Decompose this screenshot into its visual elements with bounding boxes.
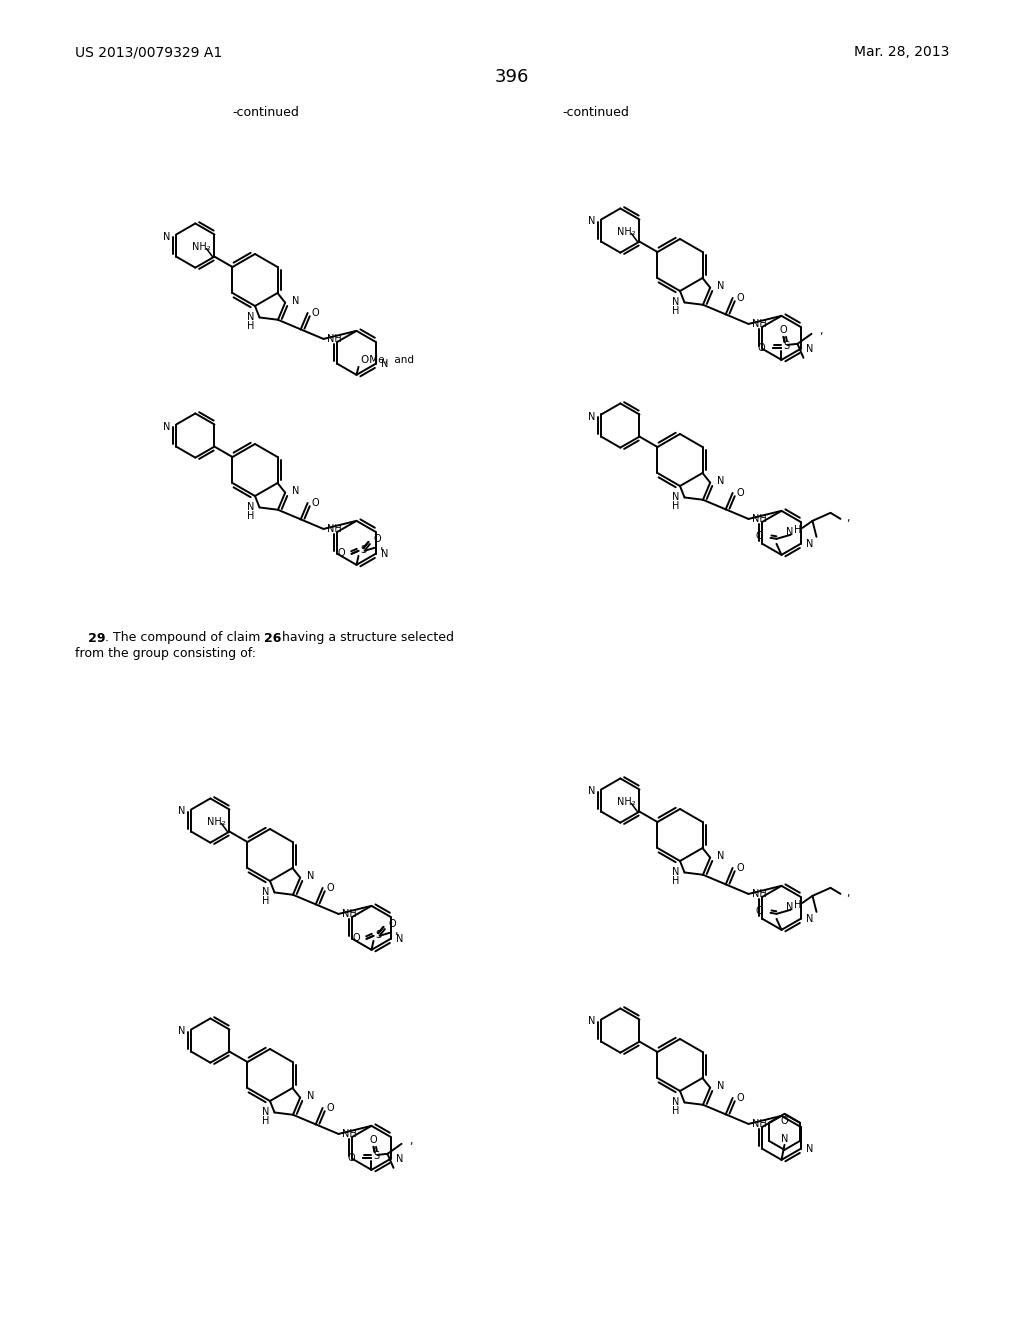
Text: O: O xyxy=(353,933,360,942)
Text: N: N xyxy=(178,807,185,817)
Text: NH₂: NH₂ xyxy=(207,817,225,826)
Text: N: N xyxy=(672,492,679,503)
Text: NH: NH xyxy=(753,513,767,524)
Text: ,: , xyxy=(380,541,383,550)
Text: N: N xyxy=(381,359,388,368)
Text: ,: , xyxy=(394,925,398,936)
Text: H: H xyxy=(262,896,269,907)
Text: ,: , xyxy=(819,326,823,335)
Text: N: N xyxy=(395,933,402,944)
Text: NH: NH xyxy=(753,319,767,329)
Text: -continued: -continued xyxy=(232,106,299,119)
Text: N: N xyxy=(588,412,595,421)
Text: US 2013/0079329 A1: US 2013/0079329 A1 xyxy=(75,45,222,59)
Text: N: N xyxy=(262,1107,269,1118)
Text: N: N xyxy=(717,475,725,486)
Text: from the group consisting of:: from the group consisting of: xyxy=(75,647,256,660)
Text: N: N xyxy=(806,913,813,924)
Text: N: N xyxy=(292,296,300,306)
Text: N: N xyxy=(588,216,595,227)
Text: N: N xyxy=(247,313,254,322)
Text: N: N xyxy=(307,1090,314,1101)
Text: ,: , xyxy=(847,513,850,523)
Text: O: O xyxy=(338,548,345,558)
Text: N: N xyxy=(292,486,300,495)
Text: N: N xyxy=(786,527,794,537)
Text: N: N xyxy=(262,887,269,898)
Text: O: O xyxy=(779,325,787,335)
Text: 26: 26 xyxy=(264,631,282,644)
Text: NH: NH xyxy=(342,1129,357,1139)
Text: N: N xyxy=(588,787,595,796)
Text: NH: NH xyxy=(753,1119,767,1129)
Text: NH: NH xyxy=(328,334,342,345)
Text: O: O xyxy=(736,488,744,498)
Text: NH: NH xyxy=(328,524,342,535)
Text: O: O xyxy=(756,531,764,541)
Text: . The compound of claim: . The compound of claim xyxy=(105,631,264,644)
Text: N: N xyxy=(163,231,170,242)
Text: N: N xyxy=(781,1134,788,1144)
Text: ,: , xyxy=(847,888,850,898)
Text: N: N xyxy=(806,343,813,354)
Text: O: O xyxy=(388,919,396,929)
Text: O: O xyxy=(311,498,319,508)
Text: H: H xyxy=(795,525,802,535)
Text: N: N xyxy=(717,281,725,290)
Text: NH₂: NH₂ xyxy=(191,242,211,252)
Text: N: N xyxy=(672,1097,679,1107)
Text: -continued: -continued xyxy=(562,106,629,119)
Text: NH: NH xyxy=(342,909,357,919)
Text: S: S xyxy=(376,929,382,940)
Text: H: H xyxy=(262,1117,269,1126)
Text: O: O xyxy=(370,1135,377,1144)
Text: O: O xyxy=(736,1093,744,1104)
Text: N: N xyxy=(806,1144,813,1154)
Text: NH: NH xyxy=(753,888,767,899)
Text: N: N xyxy=(806,539,813,549)
Text: ,: , xyxy=(410,1135,413,1146)
Text: O: O xyxy=(756,906,764,916)
Text: N: N xyxy=(163,421,170,432)
Text: N: N xyxy=(717,1081,725,1090)
Text: Mar. 28, 2013: Mar. 28, 2013 xyxy=(854,45,949,59)
Text: N: N xyxy=(588,1016,595,1027)
Text: H: H xyxy=(672,306,679,317)
Text: O: O xyxy=(327,883,334,892)
Text: O: O xyxy=(327,1104,334,1113)
Text: O: O xyxy=(780,1115,788,1126)
Text: H: H xyxy=(795,900,802,909)
Text: NH₂: NH₂ xyxy=(616,796,636,807)
Text: 396: 396 xyxy=(495,69,529,86)
Text: OMe,  and: OMe, and xyxy=(361,355,415,364)
Text: N: N xyxy=(247,503,254,512)
Text: 29: 29 xyxy=(75,631,105,644)
Text: H: H xyxy=(672,1106,679,1117)
Text: O: O xyxy=(736,863,744,873)
Text: N: N xyxy=(672,867,679,878)
Text: N: N xyxy=(395,1154,402,1164)
Text: H: H xyxy=(672,876,679,887)
Text: O: O xyxy=(736,293,744,304)
Text: O: O xyxy=(348,1152,355,1163)
Text: N: N xyxy=(307,871,314,880)
Text: O: O xyxy=(374,533,381,544)
Text: S: S xyxy=(374,1151,380,1160)
Text: O: O xyxy=(311,308,319,318)
Text: S: S xyxy=(783,341,790,351)
Text: S: S xyxy=(360,545,367,554)
Text: NH₂: NH₂ xyxy=(616,227,636,236)
Text: N: N xyxy=(786,902,794,912)
Text: N: N xyxy=(381,549,388,558)
Text: H: H xyxy=(247,511,254,521)
Text: N: N xyxy=(717,850,725,861)
Text: N: N xyxy=(178,1027,185,1036)
Text: O: O xyxy=(758,343,766,352)
Text: having a structure selected: having a structure selected xyxy=(278,631,454,644)
Text: H: H xyxy=(672,502,679,511)
Text: H: H xyxy=(247,322,254,331)
Text: N: N xyxy=(672,297,679,308)
